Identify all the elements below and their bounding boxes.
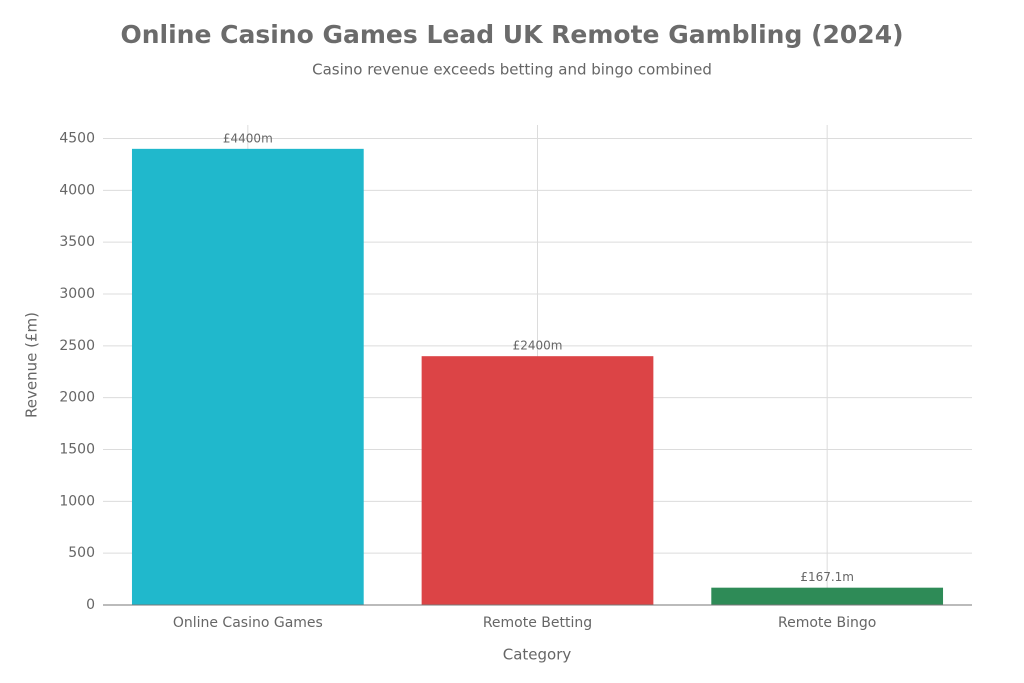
chart-title: Online Casino Games Lead UK Remote Gambl…: [120, 20, 903, 49]
x-axis-label: Category: [503, 646, 572, 664]
y-tick-label: 1000: [59, 493, 95, 509]
y-tick-label: 0: [86, 597, 95, 613]
bar: [421, 356, 654, 605]
y-tick-label: 3000: [59, 286, 95, 302]
y-tick-label: 500: [68, 545, 95, 561]
bar: [131, 148, 364, 606]
bar: [711, 587, 944, 605]
y-axis-label: Revenue (£m): [23, 312, 41, 418]
x-tick-label: Remote Betting: [483, 615, 592, 631]
y-tick-label: 2500: [59, 338, 95, 354]
chart-subtitle: Casino revenue exceeds betting and bingo…: [312, 61, 712, 79]
y-tick-label: 2000: [59, 390, 95, 406]
value-label: £4400m: [223, 131, 273, 145]
y-tick-label: 1500: [59, 441, 95, 457]
value-label: £167.1m: [800, 570, 854, 584]
x-tick-label: Remote Bingo: [778, 615, 876, 631]
value-label: £2400m: [513, 339, 563, 353]
y-tick-label: 3500: [59, 234, 95, 250]
y-tick-label: 4000: [59, 182, 95, 198]
y-tick-label: 4500: [59, 130, 95, 146]
x-tick-label: Online Casino Games: [173, 615, 323, 631]
